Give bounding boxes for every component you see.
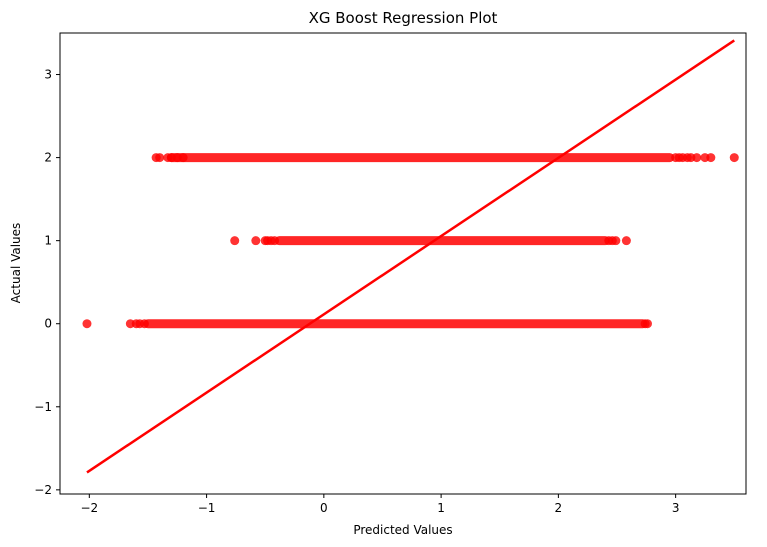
scatter-point [611,236,621,246]
y-tick-label: −2 [34,483,52,497]
scatter-point [729,153,739,163]
scatter-point [642,319,652,329]
y-axis-label: Actual Values [9,223,23,304]
x-tick-label: 3 [672,501,680,515]
scatter-point [251,236,261,246]
x-tick-label: −1 [198,501,216,515]
x-tick-label: 2 [555,501,563,515]
x-axis-label: Predicted Values [353,523,452,537]
y-axis: −2 −1 0 1 2 3 [34,68,60,497]
scatter-point [621,236,631,246]
x-axis: −2 −1 0 1 2 3 [80,494,679,515]
x-tick-label: −2 [80,501,98,515]
chart-title: XG Boost Regression Plot [309,9,498,27]
scatter-point [178,153,188,163]
scatter-point [706,153,716,163]
y-tick-label: −1 [34,400,52,414]
scatter-point [155,153,165,163]
y-tick-label: 0 [44,317,52,331]
scatter-point [692,153,702,163]
y-tick-label: 2 [44,151,52,165]
scatter-point [270,236,280,246]
scatter-point [230,236,240,246]
y-tick-label: 3 [44,68,52,82]
scatter-point [82,319,92,329]
regression-line [86,39,735,474]
y-tick-label: 1 [44,234,52,248]
plot-frame [59,32,747,495]
plot-area [82,39,739,474]
x-tick-label: 0 [320,501,328,515]
scatter-point [139,319,149,329]
x-tick-label: 1 [437,501,445,515]
